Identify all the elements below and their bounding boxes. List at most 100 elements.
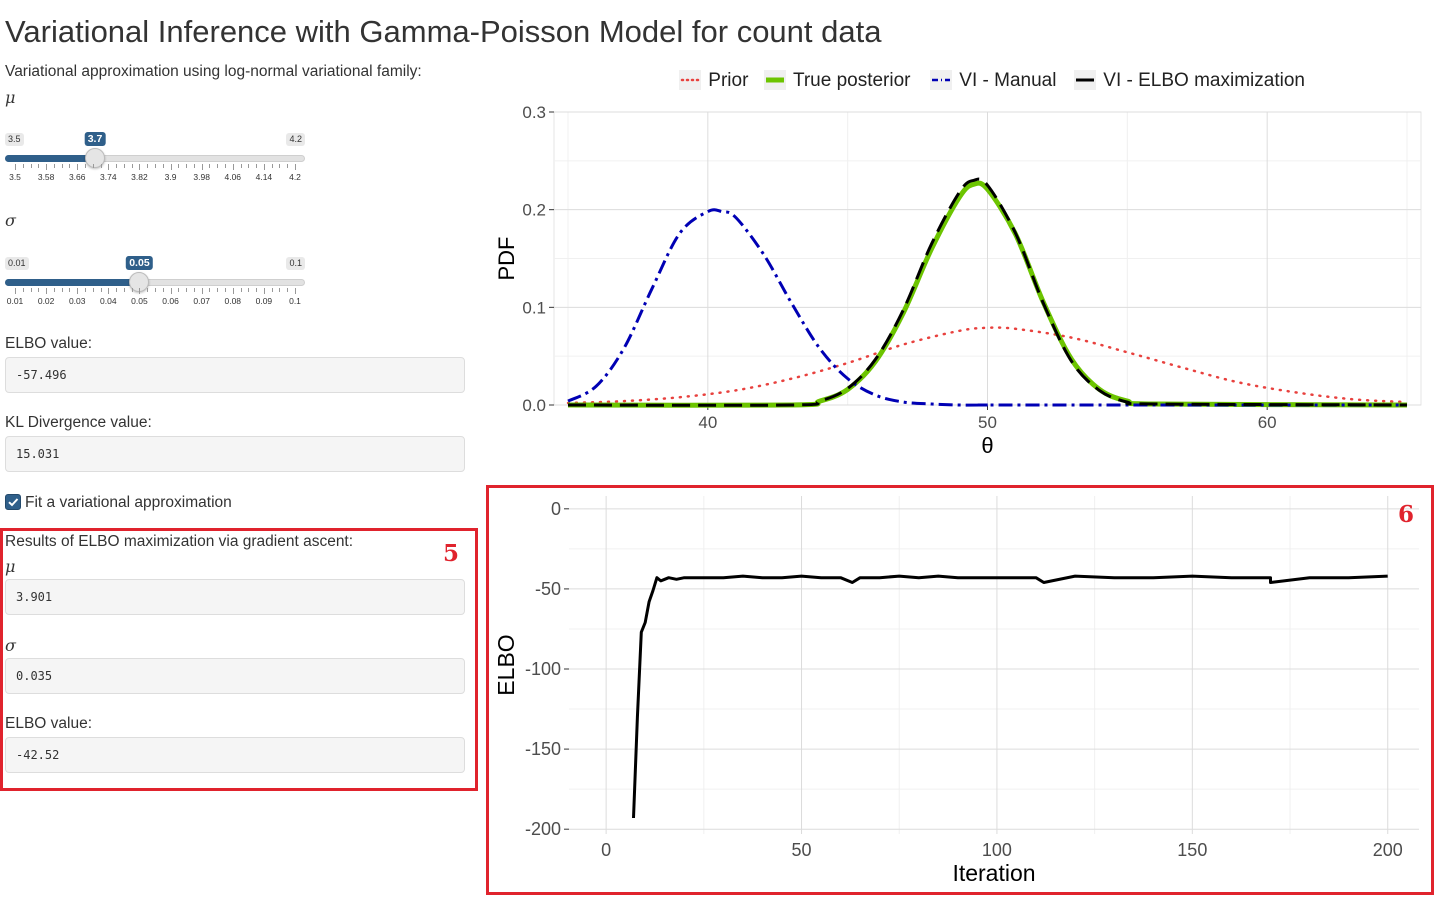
sigma-slider-tick-label: 0.03 bbox=[68, 296, 86, 306]
legend-manual-key bbox=[930, 70, 952, 90]
sigma-slider-tick bbox=[46, 288, 48, 294]
sigma-slider-tick bbox=[108, 288, 110, 294]
fit-checkbox[interactable] bbox=[5, 494, 21, 510]
density-chart: 40 50 60 0.0 0.1 0.2 0.3 θ PDF bbox=[494, 103, 1422, 458]
density-x-tick-label: 50 bbox=[978, 413, 997, 432]
sigma-slider-tick bbox=[131, 288, 133, 292]
sigma-slider-tick bbox=[287, 288, 289, 292]
sigma-slider-tick bbox=[92, 288, 94, 292]
mu-slider-value: 3.7 bbox=[84, 132, 106, 146]
results-mu-label: μ bbox=[5, 557, 16, 576]
mu-slider-tick bbox=[287, 164, 289, 168]
sigma-slider-tick bbox=[256, 288, 258, 292]
mu-slider[interactable]: 3.5 4.2 3.7 3.5 3.58 3.66 3.74 3.82 3.9 3.98 4.… bbox=[5, 132, 305, 193]
sigma-slider-tick bbox=[170, 288, 172, 294]
sigma-slider-tick bbox=[178, 288, 180, 292]
legend-vi-elbo: VI - ELBO maximization bbox=[1074, 70, 1305, 92]
sigma-slider-tick bbox=[53, 288, 55, 292]
sigma-slider-tick bbox=[295, 288, 296, 294]
legend-prior: Prior bbox=[679, 70, 748, 92]
density-y-tick-label: 0.1 bbox=[522, 298, 546, 317]
mu-slider-tick bbox=[53, 164, 55, 168]
results-elbo-label: ELBO value: bbox=[5, 715, 93, 732]
sigma-slider-tick bbox=[123, 288, 125, 292]
elbo-y-tick-label: 0 bbox=[551, 499, 561, 519]
sigma-slider-tick bbox=[116, 288, 118, 292]
legend-posterior-key bbox=[764, 70, 786, 90]
sigma-slider-tick bbox=[38, 288, 40, 292]
mu-slider-tick bbox=[139, 164, 141, 170]
legend-elbo-key bbox=[1074, 70, 1096, 90]
page-title: Variational Inference with Gamma-Poisson… bbox=[5, 14, 882, 49]
sigma-slider[interactable]: 0.01 0.1 0.05 0.01 0.02 0.03 0.04 0.05 0.06 0.… bbox=[5, 256, 305, 317]
elbo-x-tick-label: 200 bbox=[1373, 840, 1403, 860]
sigma-slider-tick bbox=[201, 288, 203, 294]
sigma-slider-tick-label: 0.01 bbox=[6, 296, 24, 306]
sigma-slider-tick-label: 0.08 bbox=[224, 296, 242, 306]
mu-slider-tick bbox=[22, 164, 24, 168]
legend-posterior-label: True posterior bbox=[792, 70, 911, 91]
mu-slider-tick-label: 4.06 bbox=[224, 172, 242, 182]
sigma-slider-tick-label: 0.07 bbox=[193, 296, 210, 306]
elbo-value-field: -57.496 bbox=[5, 357, 465, 393]
mu-slider-tick bbox=[209, 164, 211, 168]
mu-slider-tick-label: 3.9 bbox=[164, 172, 177, 182]
sigma-slider-tick bbox=[147, 288, 149, 292]
mu-slider-tick bbox=[279, 164, 281, 168]
kl-label: KL Divergence value: bbox=[5, 414, 152, 431]
mu-slider-tick-label: 4.2 bbox=[289, 172, 301, 182]
sigma-slider-tick bbox=[248, 288, 250, 292]
mu-slider-tick bbox=[38, 164, 40, 168]
sigma-slider-tick bbox=[279, 288, 281, 292]
mu-slider-tick bbox=[46, 164, 48, 170]
mu-slider-tick bbox=[61, 164, 63, 168]
results-mu-field: 3.901 bbox=[5, 579, 465, 615]
check-icon bbox=[8, 498, 19, 507]
kl-value-field: 15.031 bbox=[5, 436, 465, 472]
sigma-slider-tick bbox=[209, 288, 211, 292]
density-y-tick-label: 0.3 bbox=[522, 103, 546, 122]
sigma-slider-tick bbox=[139, 288, 141, 294]
sigma-slider-fill bbox=[5, 279, 140, 286]
elbo-x-tick-label: 100 bbox=[982, 840, 1012, 860]
elbo-trace-line bbox=[632, 574, 1388, 819]
sigma-slider-max: 0.1 bbox=[286, 257, 305, 270]
mu-slider-tick bbox=[108, 164, 110, 170]
mu-slider-min: 3.5 bbox=[5, 133, 24, 146]
elbo-y-tick-label: -200 bbox=[525, 819, 561, 839]
legend-vi-manual: VI - Manual bbox=[930, 70, 1056, 92]
vi-manual-curve bbox=[567, 208, 1407, 407]
sigma-slider-tick bbox=[15, 288, 16, 294]
mu-slider-tick bbox=[178, 164, 180, 168]
fit-checkbox-label[interactable]: Fit a variational approximation bbox=[25, 494, 232, 511]
sigma-slider-tick bbox=[85, 288, 86, 292]
mu-slider-tick bbox=[263, 164, 265, 170]
mu-slider-tick bbox=[193, 164, 195, 168]
mu-slider-tick bbox=[240, 164, 242, 168]
sigma-slider-tick bbox=[22, 288, 24, 292]
mu-slider-tick bbox=[170, 164, 172, 170]
elbo-y-tick-label: -100 bbox=[525, 659, 561, 679]
results-elbo-field: -42.52 bbox=[5, 737, 465, 773]
legend-manual-label: VI - Manual bbox=[959, 70, 1057, 91]
sigma-slider-tick bbox=[100, 288, 102, 292]
sigma-label: σ bbox=[5, 211, 16, 230]
sigma-slider-tick-label: 0.02 bbox=[37, 296, 55, 306]
elbo-label: ELBO value: bbox=[5, 335, 93, 352]
mu-slider-tick-label: 3.74 bbox=[100, 172, 117, 182]
sigma-slider-tick bbox=[217, 288, 219, 292]
mu-slider-tick bbox=[77, 164, 79, 170]
mu-slider-handle[interactable] bbox=[85, 148, 105, 168]
mu-slider-tick-label: 3.5 bbox=[9, 172, 21, 182]
elbo-x-tick-label: 150 bbox=[1177, 840, 1207, 860]
sigma-slider-value: 0.05 bbox=[126, 256, 153, 270]
mu-slider-tick-label: 3.66 bbox=[68, 172, 86, 182]
sigma-slider-tick-label: 0.05 bbox=[131, 296, 148, 306]
sigma-slider-tick bbox=[155, 288, 156, 292]
mu-slider-tick bbox=[30, 164, 32, 168]
mu-slider-tick bbox=[100, 164, 102, 168]
sigma-slider-tick-label: 0.06 bbox=[162, 296, 179, 306]
elbo-x-tick-label: 50 bbox=[792, 840, 812, 860]
density-x-tick-label: 60 bbox=[1258, 413, 1277, 432]
sigma-slider-tick bbox=[225, 288, 226, 292]
